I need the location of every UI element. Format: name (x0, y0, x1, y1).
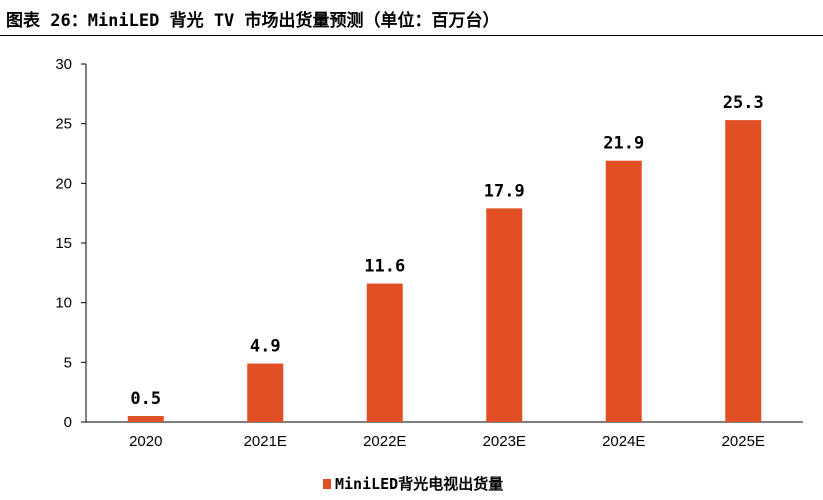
bar (725, 120, 762, 422)
bar (127, 416, 164, 422)
x-tick-label: 2022E (363, 433, 406, 450)
data-label: 4.9 (250, 337, 281, 357)
legend-swatch (323, 478, 331, 489)
data-label: 17.9 (484, 181, 525, 201)
data-label: 11.6 (364, 257, 405, 277)
x-tick-label: 2020 (129, 433, 162, 450)
y-tick-label: 5 (64, 354, 72, 371)
data-labels: 0.5 4.9 11.6 17.9 21.9 25.3 (130, 93, 763, 409)
x-tick-label: 2021E (244, 433, 287, 450)
y-tick-label: 30 (55, 56, 72, 73)
x-tick-label: 2023E (483, 433, 526, 450)
data-label: 21.9 (603, 134, 644, 154)
y-axis: 0 5 10 15 20 25 30 (55, 56, 87, 431)
x-tick-label: 2025E (722, 433, 765, 450)
data-label: 25.3 (723, 93, 764, 113)
y-tick-label: 0 (64, 414, 72, 431)
y-tick-label: 25 (55, 116, 72, 133)
legend-label: MiniLED背光电视出货量 (335, 475, 504, 493)
x-axis: 2020 2021E 2022E 2023E 2024E 2025E (86, 421, 803, 450)
bar (605, 160, 642, 422)
x-tick-label: 2024E (602, 433, 645, 450)
data-label: 0.5 (130, 389, 161, 409)
title-divider (0, 35, 823, 36)
bar (366, 283, 403, 422)
legend: MiniLED背光电视出货量 (323, 473, 503, 494)
y-tick-label: 10 (55, 295, 72, 312)
y-tick-label: 20 (55, 175, 72, 192)
bar-series (127, 120, 762, 422)
y-tick-label: 15 (55, 235, 72, 252)
bar (247, 363, 284, 422)
bar (486, 208, 523, 422)
chart-title: 图表 26：MiniLED 背光 TV 市场出货量预测（单位：百万台） (6, 11, 500, 31)
